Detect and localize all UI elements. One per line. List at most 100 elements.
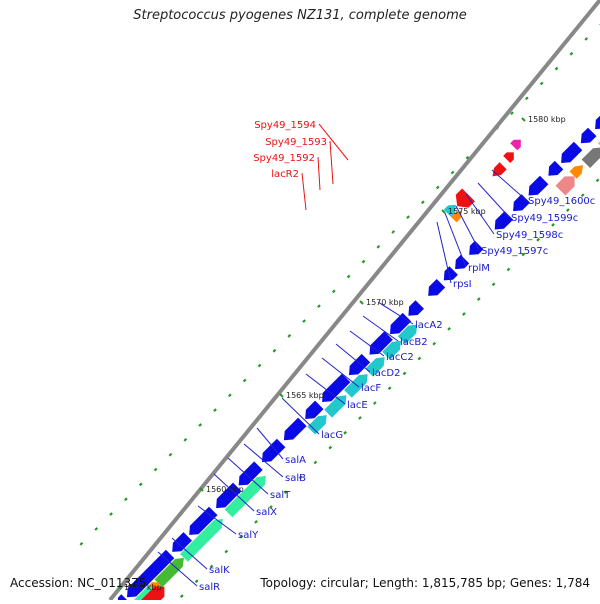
tick-label: 1565 kbp	[286, 391, 324, 400]
gc-dot	[476, 297, 481, 301]
gc-dot	[242, 378, 247, 383]
gc-dot	[257, 363, 262, 368]
leader-line	[436, 221, 452, 284]
gene-label-blue: Spy49_1597c	[481, 246, 548, 257]
label-layer: Spy49_1594 Spy49_1593 Spy49_1592 lacR2 Spy49…	[199, 120, 595, 593]
gc-dot	[317, 304, 321, 309]
gc-dot	[432, 341, 437, 346]
gc-dot	[551, 223, 555, 227]
leader-line	[377, 301, 414, 325]
gc-dot	[376, 244, 381, 249]
gc-dot	[79, 541, 84, 546]
cds-arrow-cyan	[382, 340, 401, 360]
cds-arrow-blue	[127, 549, 175, 598]
gene-label-blue: salY	[238, 530, 259, 541]
gc-dot	[194, 579, 199, 584]
gc-dot	[272, 348, 277, 353]
gc-dots-layer	[79, 23, 600, 598]
cds-arrow-cyan	[443, 204, 456, 217]
leader-line	[243, 443, 284, 478]
leader-line	[362, 315, 399, 342]
leader-line	[318, 123, 349, 161]
gene-label-red: Spy49_1592	[253, 153, 315, 164]
cds-arrow-orange	[450, 211, 463, 223]
gc-dot	[331, 289, 336, 294]
gc-dot	[491, 282, 496, 287]
gc-dot	[566, 208, 570, 212]
cds-arrow-grey	[581, 147, 600, 168]
gc-dot	[168, 452, 173, 457]
gc-dot	[510, 111, 514, 115]
cds-arrow-red	[455, 188, 475, 208]
gc-dot	[313, 460, 318, 465]
cds-arrow-red	[492, 162, 507, 177]
tick-mark	[199, 487, 204, 492]
gc-dot	[298, 475, 303, 480]
tick-label: 1555 kbp	[124, 583, 162, 592]
tick-layer: 1580 kbp 1575 kbp 1570 kbp 1565 kbp 1560 kbp…	[117, 115, 566, 592]
leader-line	[213, 473, 255, 512]
gene-label-blue: lacC2	[386, 352, 414, 363]
leader-line	[197, 505, 237, 535]
leader-line	[465, 193, 495, 235]
tick-label: 1575 kbp	[448, 207, 486, 216]
cds-arrow-blue	[189, 506, 218, 535]
gene-label-blue: Spy49_1600c	[528, 196, 595, 207]
cds-arrow-mint	[180, 519, 223, 562]
gene-label-blue: salR	[199, 582, 220, 593]
leader-line	[281, 397, 320, 435]
gc-dot	[343, 430, 347, 435]
gene-label-red: Spy49_1593	[265, 137, 327, 148]
gene-label-blue: lacB2	[400, 337, 428, 348]
gc-dot	[584, 37, 589, 41]
gc-dot	[302, 319, 306, 323]
cds-arrow-blue	[262, 438, 286, 463]
gc-dot	[138, 482, 143, 487]
gc-dot	[183, 438, 188, 442]
gene-label-blue: rpsI	[453, 279, 472, 290]
gc-dot	[209, 564, 214, 569]
map-title: Streptococcus pyogenes NZ131, complete g…	[133, 8, 467, 23]
cds-arrow-blue	[390, 312, 412, 335]
gc-dot	[283, 490, 288, 495]
tick-label: 1570 kbp	[366, 298, 404, 307]
leader-line	[349, 330, 385, 357]
gc-dot	[525, 96, 529, 101]
gc-dot	[346, 274, 351, 279]
gc-dot	[521, 252, 526, 257]
cds-arrow-blue	[548, 160, 564, 176]
cds-arrow-blue	[595, 115, 600, 130]
cds-arrow-pink	[555, 176, 575, 196]
cds-arrow-magenta	[510, 139, 521, 151]
leader-line	[455, 205, 480, 251]
gc-dot	[391, 230, 396, 234]
leader-line	[317, 156, 321, 191]
gc-dot	[228, 393, 232, 398]
leader-line	[256, 427, 284, 460]
cds-arrow-blue	[349, 353, 371, 376]
cds-arrow-blue	[238, 461, 263, 486]
cds-arrow-blue	[580, 127, 597, 144]
cds-arrow-cyan	[344, 374, 368, 398]
tick-label: 1560 kbp	[206, 485, 244, 494]
gc-dot	[361, 259, 366, 264]
gene-label-blue: lacE	[347, 400, 368, 411]
cds-arrow-blue	[369, 331, 393, 355]
cds-arrow-orange	[569, 165, 584, 179]
gc-dot	[580, 193, 585, 198]
genome-backbone	[108, 0, 600, 602]
gene-label-red: lacR2	[271, 169, 299, 180]
leader-line	[227, 457, 269, 495]
tick-label: 1580 kbp	[528, 115, 566, 124]
leader-line	[157, 551, 198, 587]
gc-dot	[358, 416, 362, 420]
gc-dot	[198, 423, 202, 427]
cds-arrow-lightgrey	[597, 141, 600, 146]
gene-label-blue: lacF	[361, 383, 381, 394]
leader-line	[491, 169, 527, 201]
gc-dot	[539, 81, 544, 86]
gc-dot	[462, 312, 466, 316]
gene-label-blue: salB	[285, 473, 306, 484]
gene-label-blue: lacD2	[372, 368, 400, 379]
cds-arrow-blue	[322, 373, 351, 402]
